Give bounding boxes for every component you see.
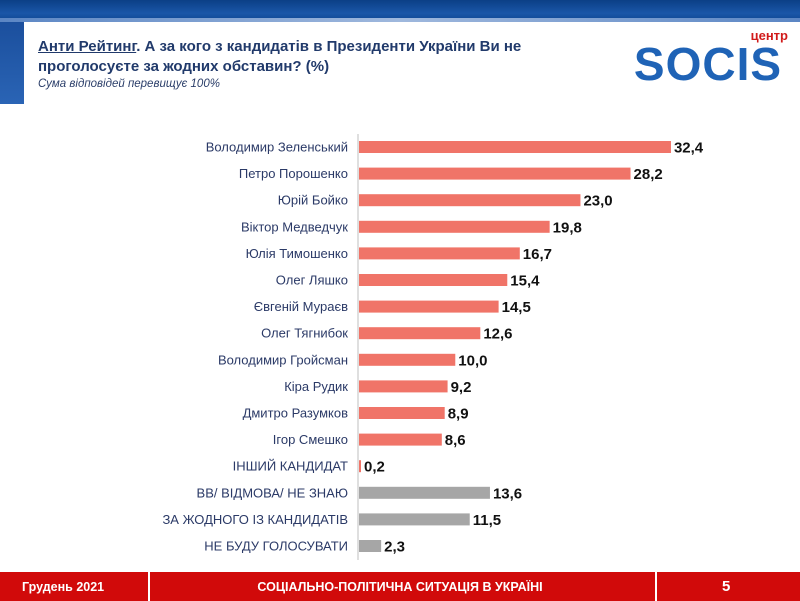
title-emphasis: Анти Рейтинг: [38, 38, 137, 55]
bar: [359, 353, 456, 366]
category-label: НЕ БУДУ ГОЛОСУВАТИ: [204, 539, 348, 554]
bar: [359, 460, 361, 473]
value-label: 8,9: [448, 406, 469, 423]
value-label: 19,8: [553, 219, 582, 236]
value-label: 8,6: [445, 432, 466, 449]
bar-chart: Володимир Зеленський 32,4 Петро Порошенко 2…: [162, 134, 704, 560]
bar: [359, 167, 631, 180]
value-label: 10,0: [458, 352, 487, 369]
footer-topic: СОЦІАЛЬНО-ПОЛІТИЧНА СИТУАЦІЯ В УКРАЇНІ: [257, 580, 543, 594]
footer-divider: [655, 572, 657, 601]
category-label: Володимир Зеленський: [206, 140, 348, 155]
bar: [359, 433, 442, 446]
bar: [359, 407, 445, 419]
value-label: 23,0: [583, 193, 612, 210]
bar: [359, 380, 448, 393]
category-label: Олег Тягнибок: [261, 326, 348, 341]
footer-divider: [148, 572, 150, 601]
bar: [359, 513, 470, 526]
category-label: Віктор Медведчук: [241, 219, 348, 234]
category-label: Ігор Смешко: [273, 432, 348, 447]
top-decor-bar: [0, 0, 800, 22]
logo-small-text: центр: [751, 28, 788, 43]
title-question: . А за кого з кандидатів в Президенти Ук…: [38, 38, 522, 75]
footer: Грудень 2021 СОЦІАЛЬНО-ПОЛІТИЧНА СИТУАЦІ…: [0, 572, 800, 601]
socis-logo: центр SOCIS: [634, 28, 788, 90]
category-label: Юлія Тимошенко: [246, 246, 348, 261]
value-label: 13,6: [493, 485, 522, 502]
category-label: ІНШИЙ КАНДИДАТ: [233, 459, 348, 474]
page-title: Анти Рейтинг. А за кого з кандидатів в П…: [38, 37, 598, 77]
header: Анти Рейтинг. А за кого з кандидатів в П…: [38, 37, 598, 90]
value-label: 2,3: [384, 539, 405, 556]
bar: [359, 220, 550, 233]
bar: [359, 327, 481, 340]
category-label: Олег Ляшко: [276, 273, 348, 288]
value-label: 28,2: [634, 166, 663, 183]
category-label: Володимир Гройсман: [218, 352, 348, 367]
category-label: ЗА ЖОДНОГО ІЗ КАНДИДАТІВ: [162, 512, 348, 527]
bar: [359, 247, 520, 260]
bar: [359, 141, 671, 153]
footer-date: Грудень 2021: [22, 580, 105, 594]
value-label: 32,4: [674, 140, 704, 157]
value-label: 0,2: [364, 459, 385, 476]
logo-brand-text: SOCIS: [634, 38, 782, 90]
value-label: 15,4: [510, 273, 540, 290]
category-label: Дмитро Разумков: [243, 406, 349, 421]
bar: [359, 300, 499, 313]
category-label: Петро Порошенко: [239, 166, 348, 181]
bar: [359, 486, 490, 499]
page-number: 5: [722, 578, 731, 595]
left-decor-strip: [0, 22, 24, 104]
bar: [359, 274, 508, 286]
page-subtitle: Сума відповідей перевищує 100%: [38, 78, 220, 90]
category-label: Євгеній Мураєв: [254, 299, 348, 314]
category-label: Юрій Бойко: [278, 193, 348, 208]
category-label: Кіра Рудик: [284, 379, 348, 394]
value-label: 16,7: [523, 246, 552, 263]
bar: [359, 194, 581, 207]
bar: [359, 540, 382, 552]
value-label: 9,2: [451, 379, 472, 396]
value-label: 11,5: [473, 512, 501, 529]
value-label: 12,6: [483, 326, 512, 343]
value-label: 14,5: [502, 299, 531, 316]
category-label: ВВ/ ВІДМОВА/ НЕ ЗНАЮ: [197, 485, 348, 500]
